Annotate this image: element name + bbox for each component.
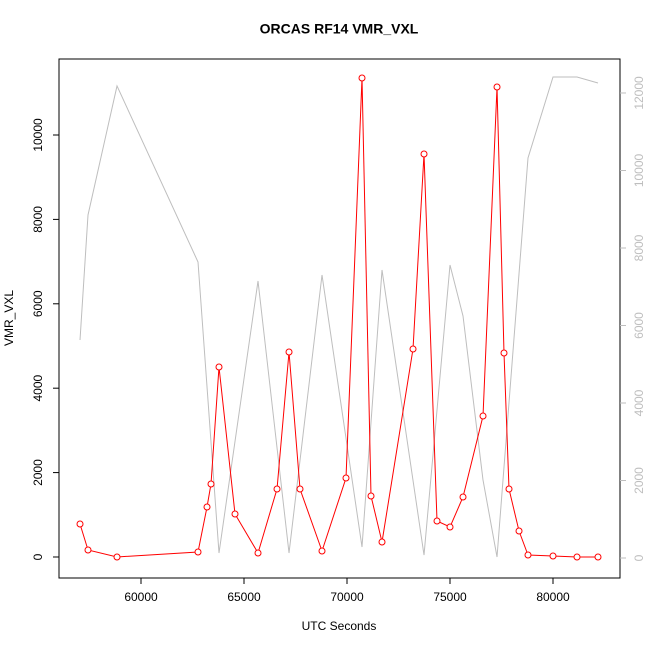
y2-tick-label: 4000 bbox=[632, 389, 646, 416]
point bbox=[493, 83, 501, 91]
point bbox=[342, 474, 350, 482]
point bbox=[207, 480, 215, 488]
point bbox=[84, 546, 92, 554]
point bbox=[594, 553, 602, 561]
y-tick-label: 4000 bbox=[31, 375, 45, 402]
point bbox=[215, 363, 223, 371]
x-tick-label: 80000 bbox=[536, 590, 570, 604]
point bbox=[318, 547, 326, 555]
point bbox=[433, 517, 441, 525]
x-tick-label: 65000 bbox=[227, 590, 261, 604]
point bbox=[515, 527, 523, 535]
point bbox=[446, 523, 454, 531]
y2-tick-label: 10000 bbox=[632, 153, 646, 187]
y-tick-label: 0 bbox=[31, 553, 45, 560]
y-tick-label: 8000 bbox=[31, 206, 45, 233]
point bbox=[420, 150, 428, 158]
point bbox=[459, 493, 467, 501]
point bbox=[573, 553, 581, 561]
y-axis-label: VMR_VXL bbox=[2, 290, 16, 346]
point bbox=[194, 548, 202, 556]
point bbox=[254, 549, 262, 557]
point bbox=[524, 551, 532, 559]
point bbox=[358, 74, 366, 82]
point bbox=[273, 485, 281, 493]
point bbox=[231, 510, 239, 518]
y2-tick-label: 0 bbox=[632, 554, 646, 561]
y-tick-label: 2000 bbox=[31, 459, 45, 486]
point bbox=[549, 552, 557, 560]
point bbox=[378, 538, 386, 546]
series-line bbox=[79, 76, 599, 558]
x-axis-label: UTC Seconds bbox=[302, 619, 377, 633]
chart-title: ORCAS RF14 VMR_VXL bbox=[260, 21, 419, 37]
y2-tick-label: 12000 bbox=[632, 76, 646, 110]
y2-tick-label: 8000 bbox=[632, 234, 646, 261]
x-tick-label: 70000 bbox=[330, 590, 364, 604]
point bbox=[500, 349, 508, 357]
point bbox=[409, 345, 417, 353]
point bbox=[113, 553, 121, 561]
point bbox=[285, 348, 293, 356]
point bbox=[203, 503, 211, 511]
y2-tick-label: 2000 bbox=[632, 467, 646, 494]
x-tick-label: 60000 bbox=[124, 590, 158, 604]
point bbox=[367, 492, 375, 500]
point bbox=[296, 485, 304, 493]
y2-tick-label: 6000 bbox=[632, 312, 646, 339]
point bbox=[479, 412, 487, 420]
x-tick-label: 75000 bbox=[433, 590, 467, 604]
y-tick-label: 10000 bbox=[31, 118, 45, 152]
y-tick-label: 6000 bbox=[31, 290, 45, 317]
plot-frame bbox=[58, 58, 621, 579]
point bbox=[505, 485, 513, 493]
point bbox=[76, 520, 84, 528]
